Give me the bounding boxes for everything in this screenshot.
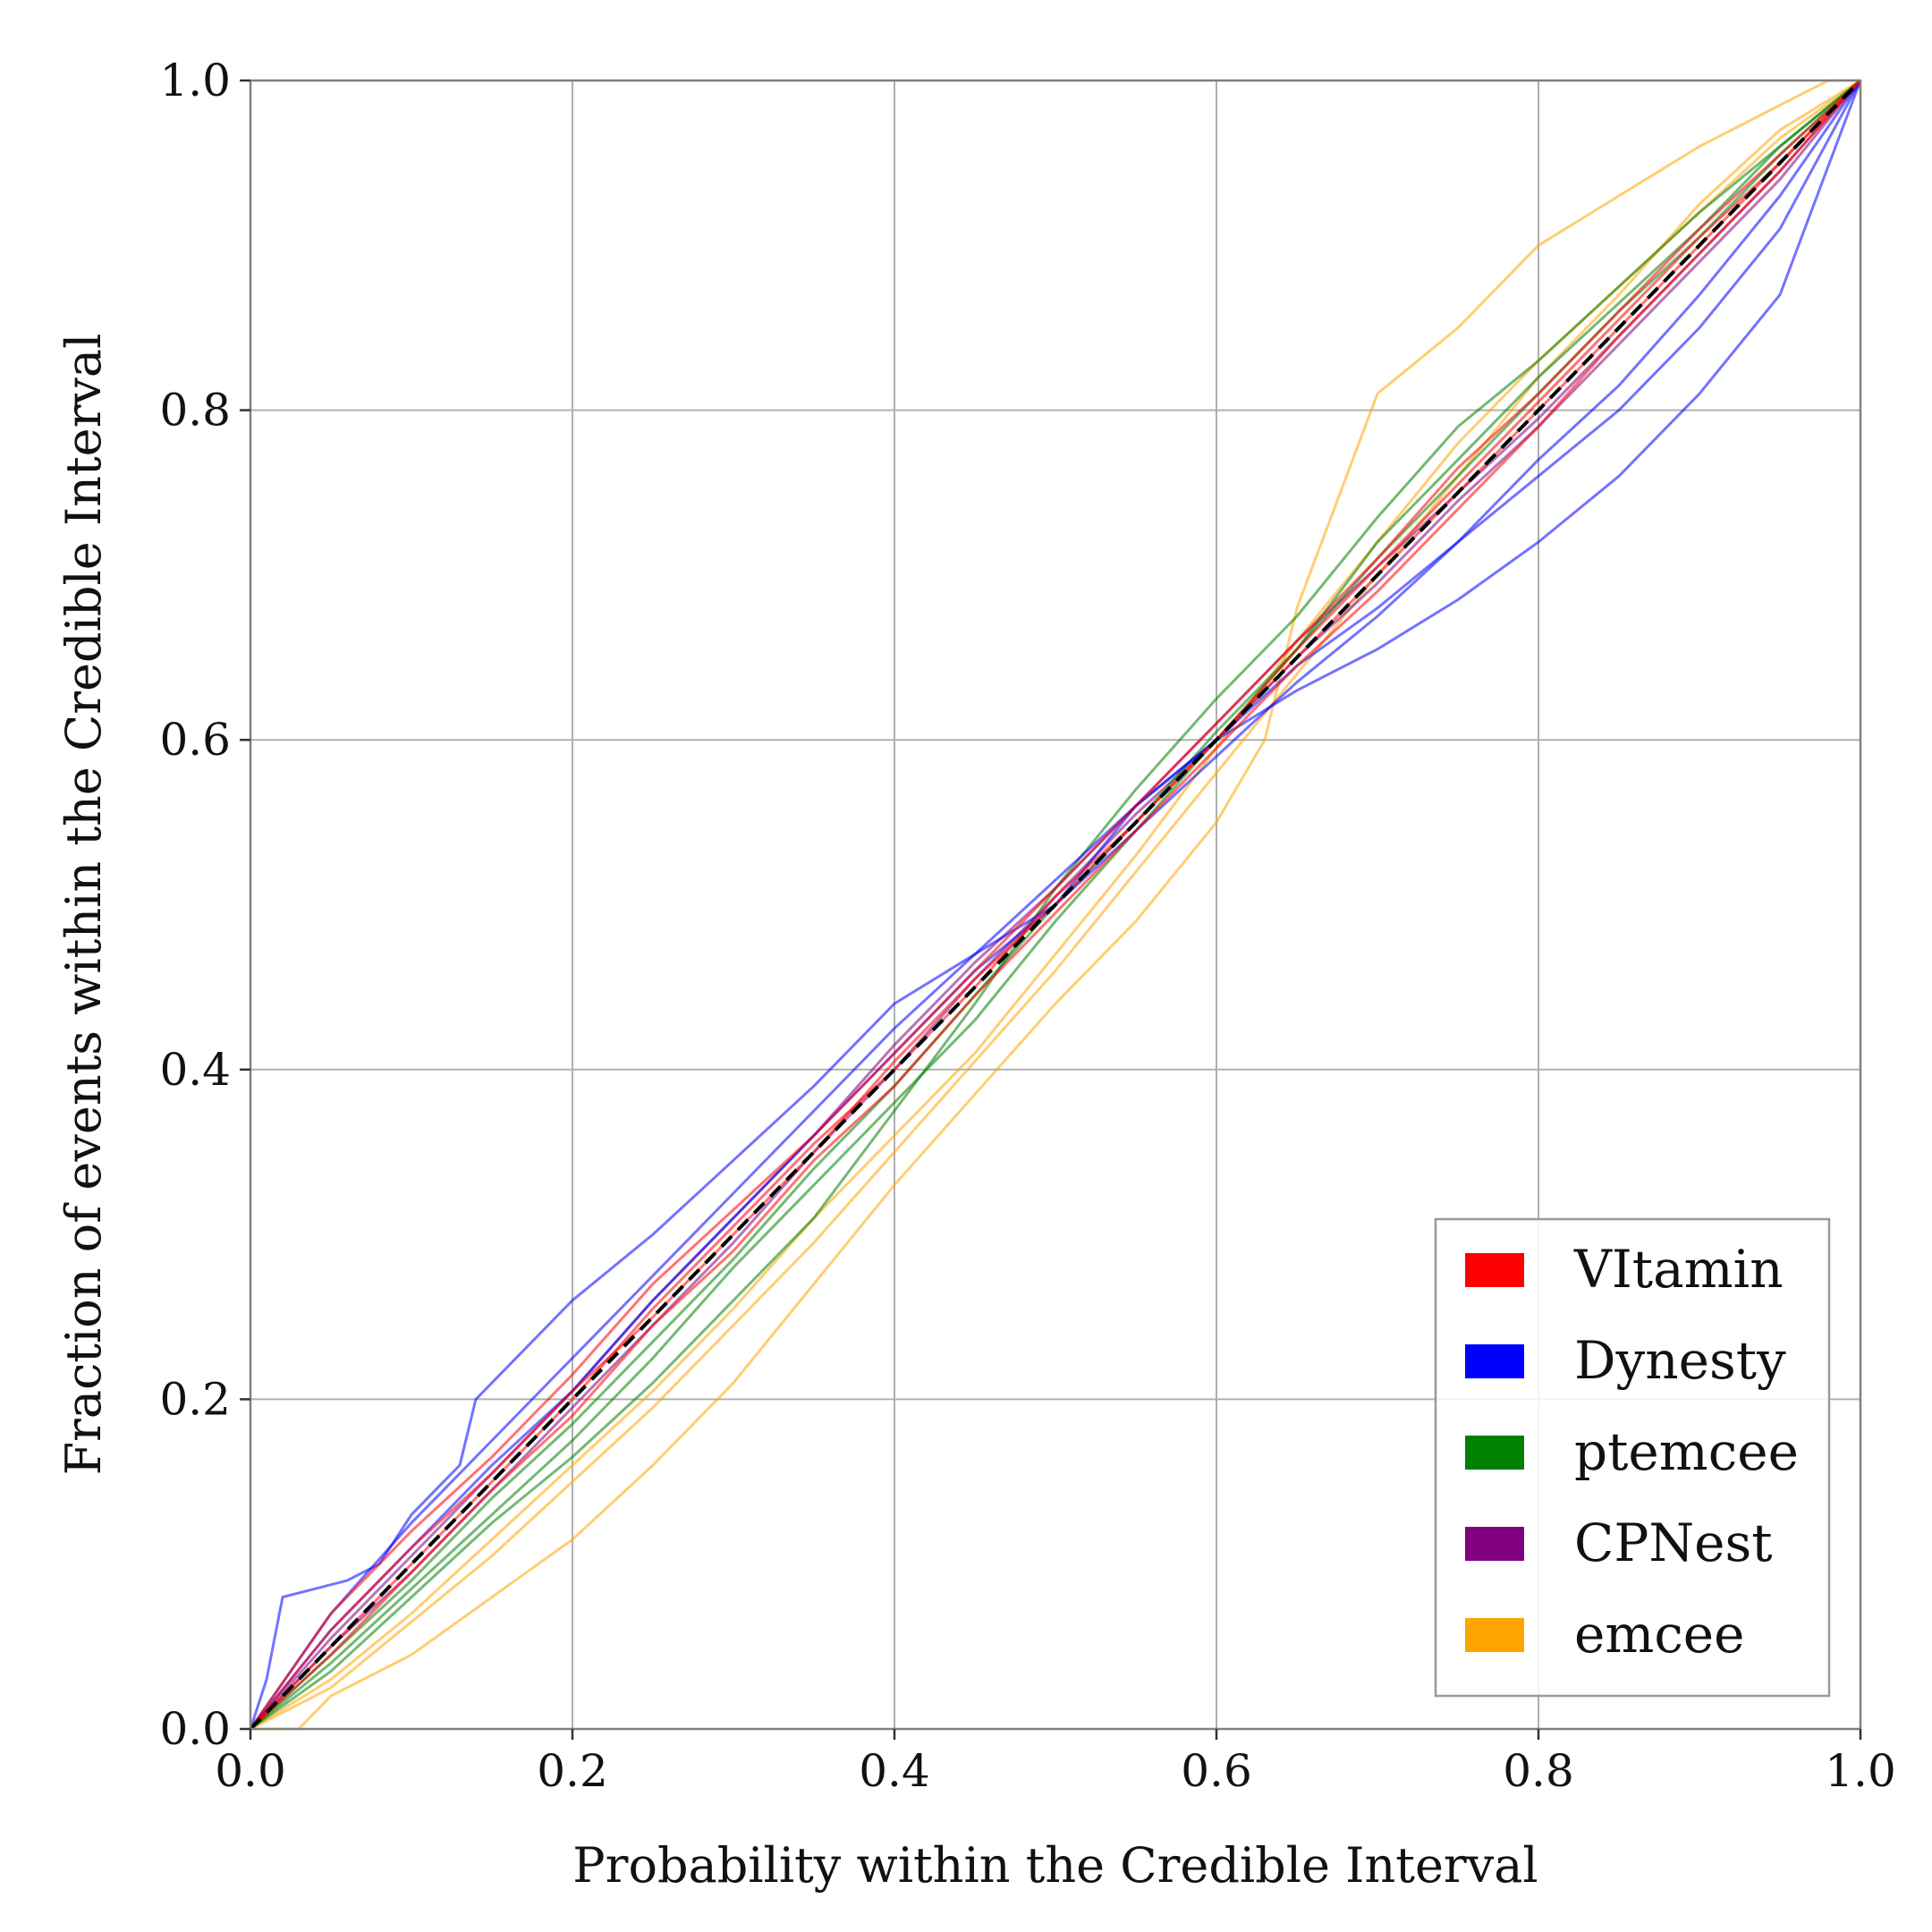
y-axis-label: Fraction of events within the Credible I… xyxy=(55,334,112,1476)
legend-item-emcee: emcee xyxy=(1465,1604,1744,1665)
x-tick-label: 0.0 xyxy=(215,1745,286,1797)
legend-swatch xyxy=(1465,1527,1524,1561)
y-tick-label: 0.8 xyxy=(159,385,231,436)
reference-diagonal-line xyxy=(249,79,1862,1731)
reference-diagonal xyxy=(249,79,1862,1731)
legend-item-cpnest: CPNest xyxy=(1465,1513,1773,1573)
y-tick-label: 1.0 xyxy=(159,55,231,106)
legend-item-dynesty: Dynesty xyxy=(1465,1330,1786,1391)
legend-item-ptemcee: ptemcee xyxy=(1465,1421,1799,1482)
y-tick-label: 0.2 xyxy=(159,1373,231,1425)
curve-emcee-1 xyxy=(250,79,1860,1731)
x-tick-label: 0.2 xyxy=(537,1745,608,1797)
curve-emcee-3 xyxy=(250,79,1861,1731)
x-tick-label: 0.6 xyxy=(1181,1745,1252,1797)
legend-label: emcee xyxy=(1574,1604,1744,1665)
legend-swatch xyxy=(1465,1618,1524,1652)
legend-label: VItamin xyxy=(1573,1239,1784,1300)
legend: VItamin Dynesty ptemcee CPNest emcee xyxy=(1434,1217,1831,1698)
y-tick-label: 0.0 xyxy=(159,1703,231,1755)
x-tick-label: 0.8 xyxy=(1503,1745,1574,1797)
legend-label: Dynesty xyxy=(1574,1330,1786,1391)
y-tick-label: 0.4 xyxy=(159,1044,231,1096)
legend-label: CPNest xyxy=(1574,1513,1773,1573)
y-tick-label: 0.6 xyxy=(159,714,231,766)
legend-swatch xyxy=(1465,1344,1524,1378)
legend-label: ptemcee xyxy=(1574,1421,1799,1482)
curves xyxy=(249,79,1862,1731)
plot-frame xyxy=(249,79,1862,1731)
legend-swatch xyxy=(1465,1436,1524,1470)
curve-dynesty-2 xyxy=(249,80,1862,1730)
legend-item-vitamin: VItamin xyxy=(1465,1239,1784,1300)
legend-items: VItamin Dynesty ptemcee CPNest emcee xyxy=(1465,1239,1799,1665)
curve-dynesty-1 xyxy=(249,80,1862,1730)
x-tick-label: 1.0 xyxy=(1825,1745,1896,1797)
curve-vitamin-3 xyxy=(249,79,1862,1730)
x-tick-label: 0.4 xyxy=(859,1745,930,1797)
curve-vitamin-2 xyxy=(249,80,1862,1731)
axis-ticks: 0.0 0.2 0.4 0.6 0.8 1.0 0.0 0.2 0.4 0.6 0.8 1.0 xyxy=(159,55,1895,1797)
x-axis-label: Probability within the Credible Interval xyxy=(572,1837,1538,1894)
curve-ptemcee-1 xyxy=(250,79,1861,1731)
legend-swatch xyxy=(1465,1253,1524,1287)
